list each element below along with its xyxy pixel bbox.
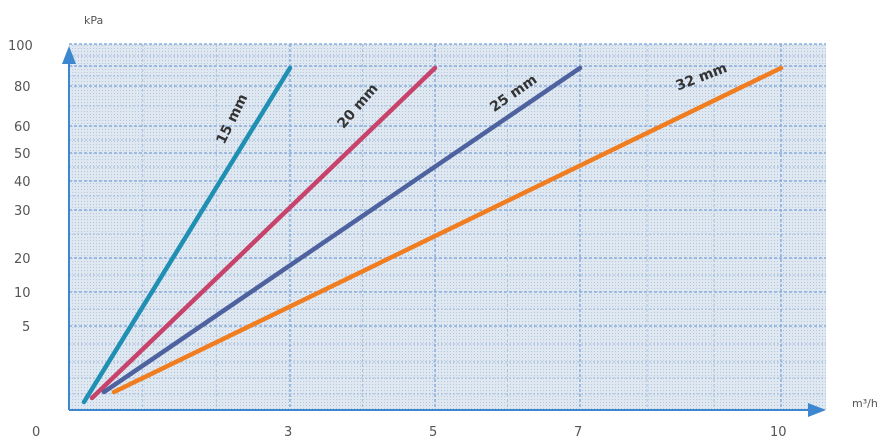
x-axis-arrow [808,403,826,417]
y-tick-label: 40 [14,175,31,190]
y-tick-label: 10 [14,286,31,301]
series-line-20mm [89,65,438,401]
y-tick-label: 50 [14,147,31,162]
x-tick-label: 5 [429,425,437,437]
series-line-32mm [111,65,784,395]
series-line-25mm [101,65,583,395]
x-tick-label: 7 [574,425,582,437]
grid [69,43,826,410]
y-tick-label: 20 [14,252,31,267]
y-tick-label: 5 [22,320,30,335]
x-tick-label: 10 [770,425,787,437]
y-tick-label: 80 [14,80,31,95]
y-axis-arrow [62,46,76,64]
series-line-15mm [81,65,293,405]
y-tick-label: 30 [14,204,31,219]
y-axis-title: kPa [84,14,103,27]
x-tick-label: 0 [32,425,40,437]
series-lines [81,65,784,405]
y-tick-label: 100 [8,39,33,54]
x-tick-label: 3 [284,425,292,437]
x-axis-title: m³/h [852,397,878,410]
y-tick-label: 60 [14,120,31,135]
